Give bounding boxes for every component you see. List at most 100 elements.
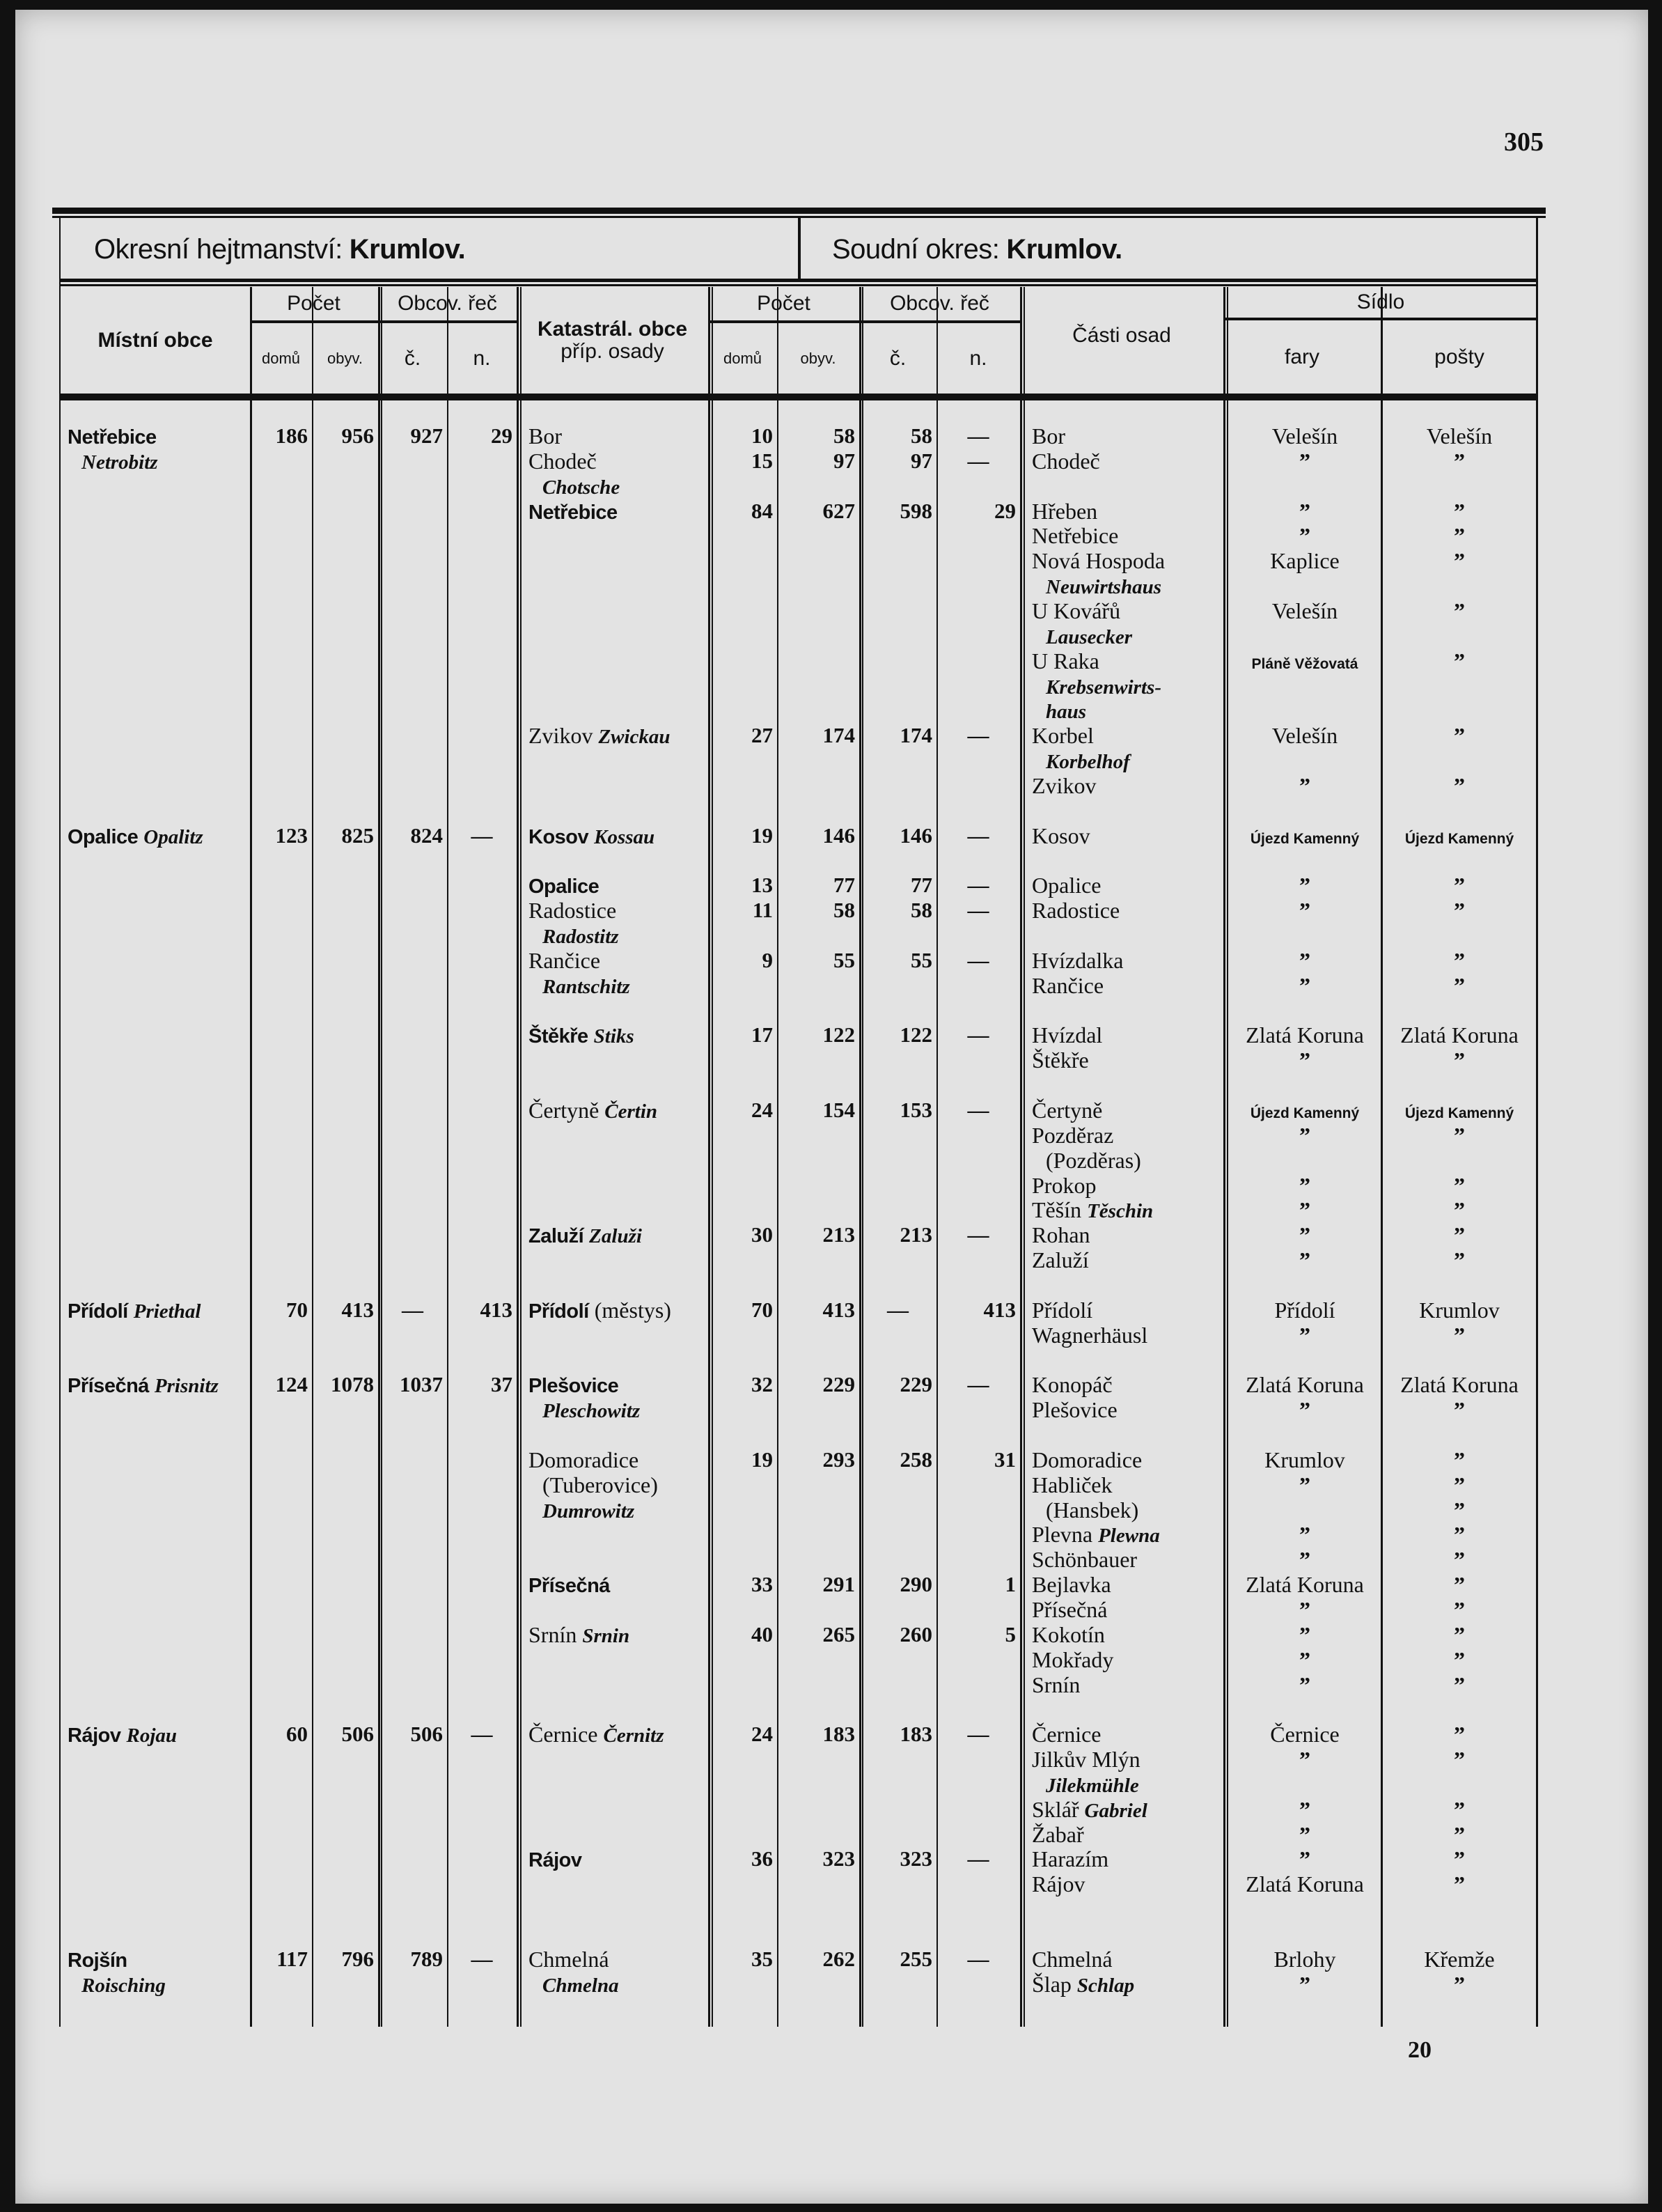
sidlo-fary-text: Velešín <box>1271 723 1338 749</box>
katastralni-obec-name: Srnín <box>528 1621 577 1647</box>
sidlo-posty-ditto: ” <box>1454 1572 1465 1598</box>
pocet-domu-osada: 70 <box>751 1297 773 1322</box>
sidlo-posty-cell: Zlatá Koruna <box>1383 1372 1536 1397</box>
sidlo-posty-cell: ” <box>1383 1247 1536 1272</box>
cast-osady-cell: Jilkův Mlýn <box>1025 1747 1223 1772</box>
cast-osady-cell: Korbelhof <box>1025 748 1223 773</box>
sidlo-posty-cell: ” <box>1383 1397 1536 1422</box>
pocet-obyvatel-osada: 97 <box>833 448 855 473</box>
cast-osady-cell: haus <box>1025 698 1223 723</box>
pocet-obyvatel-osada: 413 <box>822 1297 856 1322</box>
sidlo-posty-cell: Újezd Kamenný <box>1383 823 1536 848</box>
sidlo-fary-cell: Velešín <box>1229 423 1381 449</box>
sidlo-fary-cell: ” <box>1229 1672 1381 1697</box>
sidlo-posty-ditto: ” <box>1454 1722 1465 1747</box>
sidlo-fary-ditto: ” <box>1299 1596 1310 1622</box>
mistni-obec-german-name: Prisnitz <box>154 1375 219 1398</box>
katastralni-obec-name: Přísečná <box>528 1575 610 1598</box>
katastralni-obec-cell: Radostice <box>522 898 708 923</box>
cast-osady-cell: Chodeč <box>1025 449 1223 474</box>
sidlo-fary-cell: Brlohy <box>1229 1947 1381 1972</box>
cast-osady-text: Přísečná <box>1032 1596 1108 1622</box>
top-rule <box>52 208 1546 214</box>
katastralni-obec-cell: Chotsche <box>522 474 708 499</box>
mistni-obec-german-name: Priethal <box>133 1300 201 1323</box>
sidlo-posty-ditto: ” <box>1454 972 1465 998</box>
cast-osady-cell: Harazím <box>1025 1846 1223 1871</box>
katastralni-obec-cell: Rájov <box>522 1846 708 1871</box>
sidlo-fary-text: Velešín <box>1271 423 1338 449</box>
sidlo-fary-cell: ” <box>1229 898 1381 923</box>
cast-osady-text: Chodeč <box>1032 448 1100 474</box>
cesky-osada: 213 <box>900 1222 933 1247</box>
cast-osady-text: U Kovářů <box>1032 598 1121 623</box>
column-divider <box>708 287 710 2027</box>
sidlo-fary-cell: Zlatá Koruna <box>1229 1372 1381 1397</box>
col-domu-1: domů <box>261 349 301 367</box>
sidlo-posty-text: Křemže <box>1424 1946 1495 1972</box>
mistni-obec-cell: Přísečná Prisnitz <box>61 1372 250 1397</box>
sidlo-posty-cell: ” <box>1383 1846 1536 1871</box>
column-divider <box>936 287 938 2027</box>
cast-osady-cell: Bor <box>1025 423 1223 449</box>
pocet-obyvatel-osada: 174 <box>822 723 856 748</box>
cast-osady-cell: Žabař <box>1025 1822 1223 1847</box>
cesky-obec: 824 <box>410 823 444 848</box>
katastralni-obec-german-name: Dumrowitz <box>542 1500 635 1522</box>
cast-osady-text: Rohan <box>1032 1222 1090 1248</box>
katastralni-obec-name: Zvikov <box>528 723 593 749</box>
cast-osady-cell: Lausecker <box>1025 623 1223 648</box>
mistni-obec-cell: Přídolí Priethal <box>61 1298 250 1323</box>
sidlo-posty-cell: ” <box>1383 1472 1536 1497</box>
katastralni-obec-cell: Přísečná <box>522 1572 708 1597</box>
signature-mark: 20 <box>1408 2037 1432 2063</box>
sidlo-posty-ditto: ” <box>1454 1646 1465 1672</box>
sidlo-fary-cell: ” <box>1229 1197 1381 1222</box>
cast-osady-cell: Kokotín <box>1025 1622 1223 1647</box>
sidlo-posty-cell: ” <box>1383 1871 1536 1896</box>
pocet-domu-osada: 36 <box>751 1846 773 1871</box>
katastralni-obec-german-name: Radostitz <box>542 926 619 948</box>
cesky-osada: 323 <box>900 1846 933 1871</box>
top-rule-thin <box>52 216 1546 218</box>
cesky-osada: 153 <box>900 1097 933 1122</box>
nemecky-obec: — <box>471 1946 493 1971</box>
col-casti-osad: Části osad <box>1072 324 1171 347</box>
pocet-obyvatel-obec: 1078 <box>331 1372 374 1397</box>
katastralni-obec-german-name: Zaluži <box>589 1225 642 1248</box>
katastralni-obec-german-name: Zwickau <box>598 726 671 749</box>
sidlo-posty-cell: ” <box>1383 773 1536 798</box>
sidlo-posty-cell: ” <box>1383 648 1536 673</box>
pocet-domu-osada: 33 <box>751 1572 773 1597</box>
sidlo-posty-cell: Zlatá Koruna <box>1383 1022 1536 1047</box>
cesky-obec: 927 <box>410 423 444 448</box>
cast-osady-german-name: Plewna <box>1098 1525 1160 1548</box>
column-divider <box>447 287 448 2027</box>
cast-osady-text: Wagnerhäusl <box>1032 1322 1148 1348</box>
pocet-obyvatel-osada: 293 <box>822 1447 856 1472</box>
nemecky-obec: — <box>471 823 493 848</box>
col-katastral-bold: Katastrál. obce <box>537 317 688 341</box>
sidlo-posty-cell: ” <box>1383 1497 1536 1522</box>
sidlo-posty-ditto: ” <box>1454 1322 1465 1348</box>
nemecky-osada: — <box>967 1946 989 1971</box>
column-divider <box>859 287 861 2027</box>
mistni-obec-name: Rájov <box>68 1724 121 1747</box>
cast-osady-cell: Hvízdal <box>1025 1022 1223 1047</box>
mistni-obec-german-name: Roisching <box>81 1974 166 1997</box>
cast-osady-cell: Šlap Schlap <box>1025 1972 1223 1997</box>
cast-osady-text: U Raka <box>1032 648 1099 673</box>
sidlo-posty-ditto: ” <box>1454 1747 1465 1773</box>
sidlo-posty-cell: ” <box>1383 1722 1536 1747</box>
sidlo-posty-cell: ” <box>1383 1647 1536 1672</box>
sidlo-posty-ditto: ” <box>1454 772 1465 798</box>
pocet-obyvatel-osada: 265 <box>822 1621 856 1646</box>
pocet-obyvatel-osada: 627 <box>822 498 856 523</box>
katastralni-obec-cell: Opalice <box>522 873 708 898</box>
pocet-domu-osada: 11 <box>752 898 773 923</box>
sidlo-posty-ditto: ” <box>1454 1821 1465 1847</box>
cast-osady-cell: Konopáč <box>1025 1372 1223 1397</box>
district-value: Krumlov. <box>349 233 466 265</box>
sidlo-fary-ditto: ” <box>1299 1821 1310 1847</box>
sidlo-posty-ditto: ” <box>1454 1596 1465 1622</box>
